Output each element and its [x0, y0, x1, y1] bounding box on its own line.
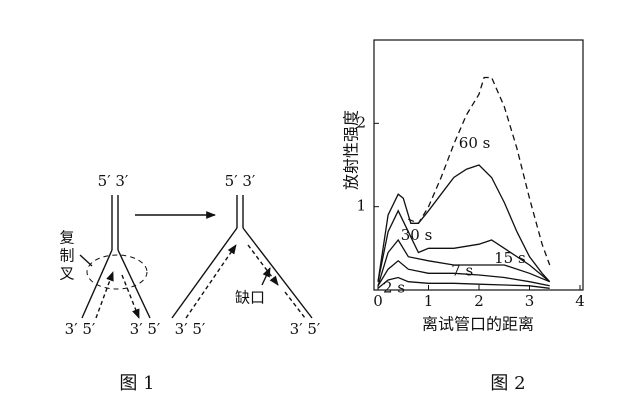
strand — [171, 227, 238, 319]
caption: 图 1 — [119, 373, 154, 394]
new-strand — [185, 244, 237, 319]
x-tick-label: 4 — [575, 292, 585, 310]
series-label: 2 s — [383, 278, 405, 296]
x-tick-label: 0 — [373, 292, 383, 310]
end-label: 5′ 3′ — [98, 172, 129, 190]
x-tick-label: 1 — [424, 292, 434, 310]
end-label: 3′ 5′ — [290, 320, 321, 338]
strand — [81, 249, 113, 319]
caption: 图 2 — [490, 373, 525, 394]
end-label: 3′ 5′ — [65, 320, 96, 338]
diagram-labels: 5′ 3′ 3′ 5′ 3′ 5′ 5′ 3′ 3′ 5′ 3′ 5′ 复 制 … — [59, 172, 320, 394]
end-label: 5′ 3′ — [225, 172, 256, 190]
pointer — [79, 254, 93, 267]
new-strand — [284, 291, 306, 319]
strand — [242, 227, 313, 319]
gap-label: 缺口 — [235, 289, 265, 307]
series-label: 30 s — [401, 226, 433, 244]
new-strand — [121, 274, 140, 319]
x-tick-label: 2 — [474, 292, 484, 310]
series-label: 60 s — [459, 134, 491, 152]
replication-diagram — [79, 195, 313, 319]
end-label: 3′ 5′ — [175, 320, 206, 338]
end-label: 3′ 5′ — [130, 320, 161, 338]
series-label: 15 s — [494, 249, 526, 267]
x-tick-label: 3 — [525, 292, 535, 310]
strand — [117, 249, 151, 319]
curve — [377, 209, 551, 283]
curve — [377, 238, 550, 286]
fork-circle — [86, 254, 148, 290]
x-axis-label: 离试管口的距离 — [422, 315, 534, 334]
curve — [377, 259, 550, 287]
fork-label: 制 — [59, 247, 74, 265]
fork-label: 复 — [59, 229, 74, 247]
curve — [408, 76, 551, 266]
new-strand — [247, 244, 279, 286]
y-tick-label: 1 — [356, 197, 366, 215]
y-axis-label: 放射性强度 — [342, 110, 361, 190]
y-tick-label: 2 — [356, 113, 366, 131]
series-label: 7 s — [451, 262, 473, 280]
gap-pointer — [261, 267, 271, 286]
new-strand — [95, 271, 114, 319]
fork-label: 叉 — [59, 265, 74, 283]
curve — [377, 276, 550, 289]
curve — [377, 164, 551, 283]
